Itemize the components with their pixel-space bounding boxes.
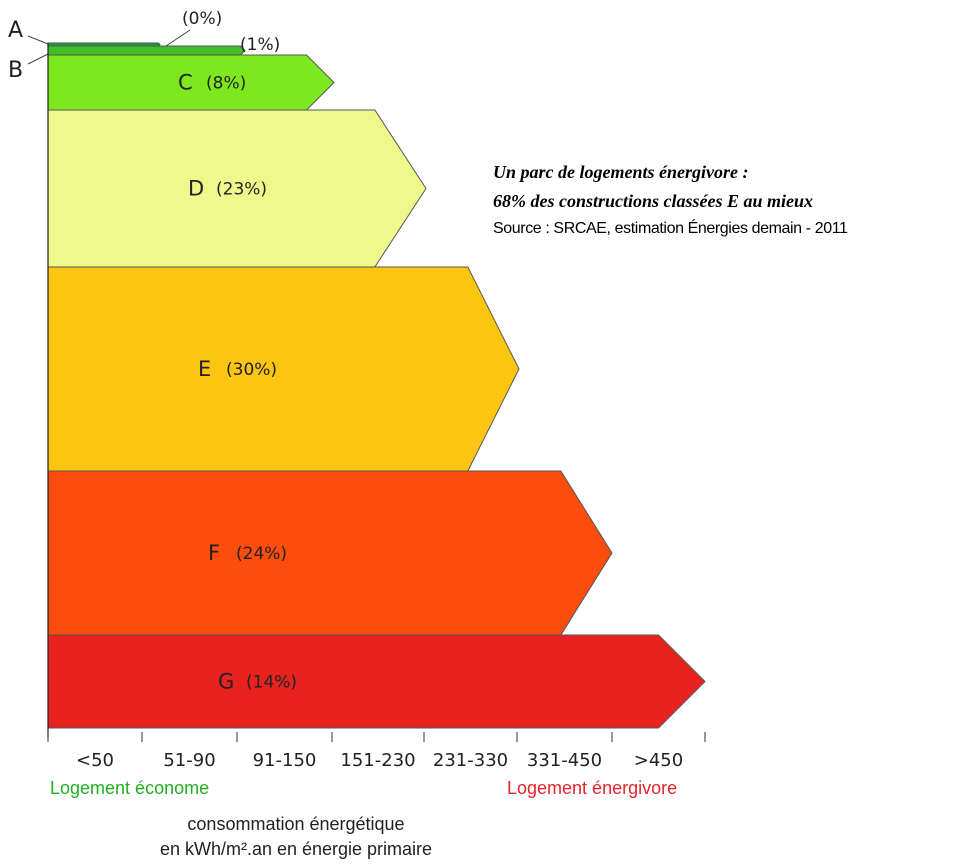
caption-source: Source : SRCAE, estimation Énergies dema… (493, 220, 848, 237)
leader-line-a-value (165, 29, 191, 47)
leader-lines: AB (0%) (1%) (8, 9, 280, 83)
bar-value-e: (30%) (226, 360, 277, 380)
axis-ticks: <50 51-90 91-150 151-230 231-330 331-450 >450 (47, 43, 706, 771)
bar-value-f: (24%) (236, 544, 287, 564)
bar-class-f (47, 470, 613, 636)
tick-label-range: 91-150 (253, 750, 317, 771)
bar-label-g: G (218, 670, 234, 694)
tick-label-range: 331-450 (527, 750, 602, 771)
axis-unit-line2: en kWh/m².an en énergie primaire (159, 839, 433, 859)
leader-line-b (27, 53, 49, 65)
tick-label-range: >450 (634, 750, 683, 771)
bar-value-a: (0%) (182, 9, 222, 29)
bar-value-c: (8%) (206, 74, 246, 94)
bar-class-b (47, 45, 246, 56)
bar-label-a: A (8, 18, 23, 43)
caption-subtitle: 68% des constructions classées E au mieu… (493, 191, 814, 211)
tick-label-range: 51-90 (163, 750, 215, 771)
bars-group: C (8%) D (23%) E (30%) F (24%) G (14%) (47, 42, 706, 729)
bar-value-d: (23%) (216, 180, 267, 200)
leader-line-a (27, 35, 49, 45)
bar-label-f: F (208, 541, 220, 565)
tick-label-range: 151-230 (340, 750, 415, 771)
chart-caption: Un parc de logements énergivore : 68% de… (493, 158, 963, 242)
bar-class-g (47, 634, 706, 729)
bar-label-e: E (198, 357, 211, 381)
bar-label-d: D (188, 177, 204, 201)
bar-class-e (47, 266, 520, 472)
tick-label-range: <50 (76, 750, 114, 771)
energy-hungry-label: Logement énergivore (507, 778, 678, 798)
bar-label-b: B (8, 58, 23, 83)
efficient-label: Logement économe (50, 778, 210, 798)
caption-title: Un parc de logements énergivore : (493, 162, 749, 182)
bar-label-c: C (178, 71, 193, 95)
axis-unit-line1: consommation énergétique (187, 814, 405, 834)
bar-value-b: (1%) (240, 35, 280, 55)
bar-value-g: (14%) (246, 673, 297, 693)
tick-label-range: 231-330 (433, 750, 508, 771)
